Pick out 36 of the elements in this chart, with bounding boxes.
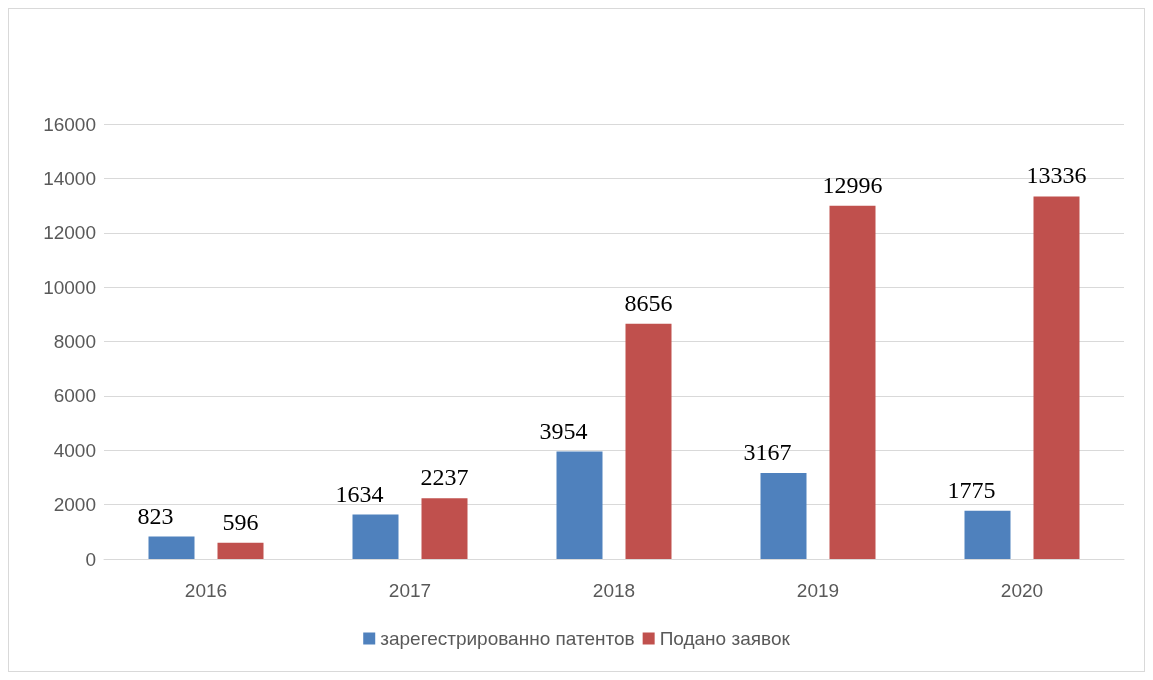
- bar: [148, 536, 195, 559]
- y-tick-label: 14000: [43, 167, 96, 189]
- data-label: 8656: [624, 289, 673, 316]
- y-tick-label: 12000: [43, 222, 96, 244]
- y-tick-label: 16000: [43, 113, 96, 135]
- bar: [217, 542, 264, 559]
- bar: [829, 205, 876, 559]
- data-label: 596: [222, 508, 259, 535]
- x-tick-label: 2016: [184, 580, 228, 601]
- y-tick-label: 6000: [53, 385, 96, 407]
- bar: [352, 514, 399, 559]
- x-tick-label: 2020: [1000, 580, 1044, 601]
- bar: [760, 472, 807, 559]
- data-label: 13336: [1026, 162, 1087, 189]
- data-label: 12996: [822, 171, 883, 198]
- bar: [421, 498, 468, 559]
- y-tick-label: 0: [85, 548, 96, 570]
- legend-label: Подано заявок: [659, 628, 791, 649]
- data-label: 1634: [335, 480, 384, 507]
- data-label: 3167: [743, 438, 792, 465]
- x-tick-label: 2017: [388, 580, 432, 601]
- bar: [1033, 196, 1080, 559]
- bar: [625, 323, 672, 559]
- x-tick-label: 2018: [592, 580, 636, 601]
- data-label: 1775: [947, 476, 996, 503]
- bar: [556, 451, 603, 559]
- y-tick-label: 8000: [53, 331, 96, 352]
- data-label: 823: [137, 502, 174, 529]
- bar: [964, 510, 1011, 559]
- data-label: 3954: [539, 417, 588, 444]
- legend-label: зарегестрированно патентов: [380, 628, 635, 649]
- y-tick-label: 10000: [43, 276, 96, 298]
- y-tick-label: 2000: [53, 494, 96, 516]
- data-label: 2237: [420, 464, 469, 491]
- x-tick-label: 2019: [796, 580, 840, 601]
- y-tick-label: 4000: [53, 439, 96, 461]
